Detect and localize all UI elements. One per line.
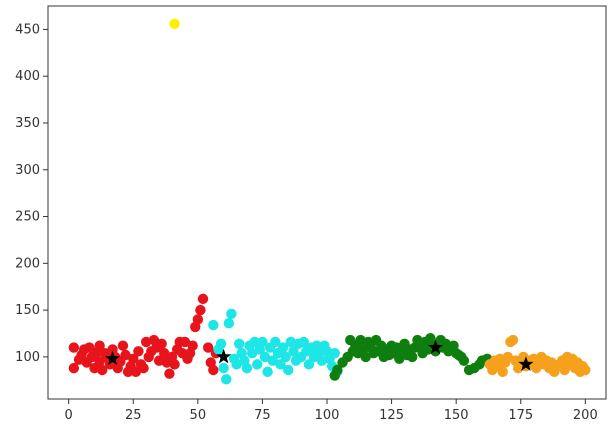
data-point-series-1 (277, 342, 289, 353)
data-point-series-1 (275, 359, 286, 370)
x-tick-label: 125 (379, 408, 404, 423)
data-point-series-0 (133, 346, 144, 357)
data-point-series-2 (355, 334, 366, 346)
data-point-series-0 (187, 340, 198, 351)
data-point-series-1 (241, 362, 253, 374)
data-point-series-0 (169, 359, 180, 370)
data-point-series-1 (215, 338, 227, 349)
data-point-series-0 (97, 364, 108, 376)
data-point-series-3 (502, 351, 514, 363)
data-point-series-1 (233, 338, 245, 349)
x-tick-label: 25 (125, 408, 142, 423)
data-point-series-1 (257, 336, 268, 348)
data-point-series-1 (267, 355, 278, 366)
data-point-series-0 (192, 314, 204, 325)
x-tick-label: 175 (508, 408, 533, 423)
data-point-series-0 (138, 362, 149, 374)
x-tick-label: 150 (444, 408, 469, 423)
data-point-series-1 (329, 347, 340, 359)
plot-area (47, 5, 607, 400)
y-tick-label: 100 (15, 350, 40, 365)
data-point-series-1 (231, 359, 242, 370)
x-tick-label: 75 (254, 408, 271, 423)
centroid-star (104, 350, 121, 366)
data-point-series-0 (156, 338, 167, 349)
data-point-series-1 (262, 366, 273, 378)
data-point-series-1 (303, 359, 315, 370)
data-point-series-1 (246, 347, 258, 359)
data-point-series-0 (202, 342, 214, 353)
data-point-series-0 (197, 293, 209, 305)
data-point-series-1 (270, 336, 281, 348)
data-point-series-0 (179, 336, 191, 348)
data-point-series-0 (120, 349, 131, 361)
data-point-series-0 (208, 364, 219, 376)
x-axis: 0 25 50 75 100 125 150 175 200 (65, 399, 598, 423)
y-tick-label: 350 (15, 116, 40, 131)
data-point-series-1 (259, 351, 271, 363)
data-point-series-1 (283, 364, 294, 376)
data-point-series-0 (159, 347, 170, 359)
data-point-series-1 (249, 336, 260, 348)
data-point-series-2 (407, 351, 418, 363)
data-point-series-2 (360, 351, 371, 363)
data-point-series-0 (164, 368, 175, 379)
data-point-series-0 (130, 366, 142, 378)
x-tick-label: 0 (65, 408, 73, 423)
x-tick-label: 100 (315, 408, 340, 423)
data-point-series-1 (208, 319, 219, 331)
data-point-series-0 (94, 356, 105, 367)
data-point-series-3 (497, 366, 508, 378)
data-point-series-1 (298, 336, 309, 348)
centroid-star (518, 356, 534, 371)
data-point-series-1 (252, 359, 263, 370)
data-point-series-1 (280, 351, 291, 363)
data-point-series-3 (507, 334, 519, 346)
data-point-series-1 (226, 308, 237, 320)
data-point-series-1 (288, 346, 299, 357)
data-point-series-0 (84, 342, 95, 353)
data-point-series-2 (458, 355, 470, 366)
data-point-series-0 (68, 362, 80, 374)
y-tick-label: 300 (15, 163, 40, 178)
data-point-series-1 (218, 362, 229, 374)
y-tick-label: 400 (15, 69, 40, 84)
y-tick-label: 450 (15, 22, 40, 37)
data-point-series-0 (68, 342, 80, 353)
data-point-series-0 (117, 340, 129, 351)
data-point-series-0 (128, 353, 139, 364)
data-point-series-0 (195, 304, 206, 316)
y-axis: 100 150 200 250 300 350 400 450 (15, 22, 48, 365)
data-point-series-4 (169, 18, 180, 29)
data-point-series-2 (332, 364, 343, 376)
y-tick-label: 200 (15, 256, 40, 271)
data-point-series-0 (94, 340, 105, 351)
data-point-series-3 (580, 364, 591, 376)
x-tick-label: 200 (573, 408, 598, 423)
data-point-series-1 (221, 374, 232, 385)
data-point-series-0 (153, 355, 165, 366)
centroid-star (427, 339, 444, 355)
data-point-series-1 (223, 318, 235, 329)
data-point-series-0 (140, 336, 152, 348)
y-tick-label: 150 (15, 303, 40, 318)
data-points (68, 18, 591, 385)
centroid-star (216, 348, 232, 364)
data-point-series-1 (285, 336, 297, 348)
data-point-series-1 (316, 355, 328, 366)
y-tick-label: 250 (15, 210, 40, 225)
x-tick-label: 50 (190, 408, 207, 423)
